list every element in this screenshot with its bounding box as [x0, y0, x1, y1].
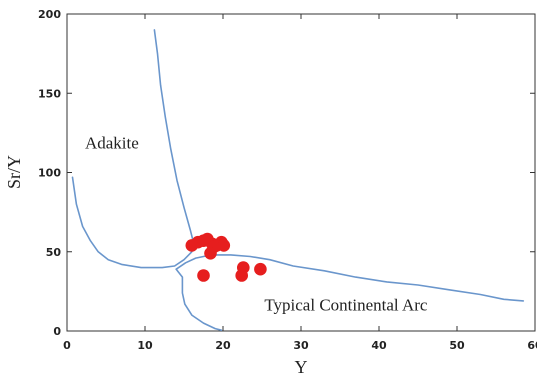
x-tick-label: 60 [527, 339, 537, 352]
data-point [254, 262, 267, 276]
adakite-label: Adakite [85, 134, 139, 153]
axis-ticks: 0 10 20 30 40 50 60 0 50 100 150 200 [38, 8, 537, 352]
field-boundaries [71, 29, 525, 331]
data-point [217, 239, 231, 252]
data-point [235, 269, 248, 282]
continental-arc-label: Typical Continental Arc [264, 295, 428, 314]
data-point [197, 269, 210, 282]
y-axis-title: Sr/Y [4, 155, 24, 189]
y-tick-label: 200 [38, 8, 61, 21]
x-tick-label: 30 [293, 339, 309, 352]
x-axis-title: Y [295, 357, 308, 374]
x-tick-label: 20 [215, 339, 231, 352]
data-points [185, 232, 267, 282]
boundary-line-2 [175, 268, 223, 331]
x-tick-label: 0 [63, 339, 71, 352]
x-tick-label: 50 [449, 339, 465, 352]
y-tick-label: 50 [46, 246, 62, 259]
plot-frame [66, 13, 536, 332]
y-tick-label: 150 [38, 87, 61, 100]
y-tick-label: 0 [53, 325, 61, 338]
boundary-line-0 [71, 29, 195, 269]
data-point [204, 247, 217, 260]
x-tick-label: 10 [137, 339, 153, 352]
boundary-line-1 [175, 254, 525, 302]
x-tick-label: 40 [371, 339, 387, 352]
y-tick-label: 100 [38, 167, 61, 180]
